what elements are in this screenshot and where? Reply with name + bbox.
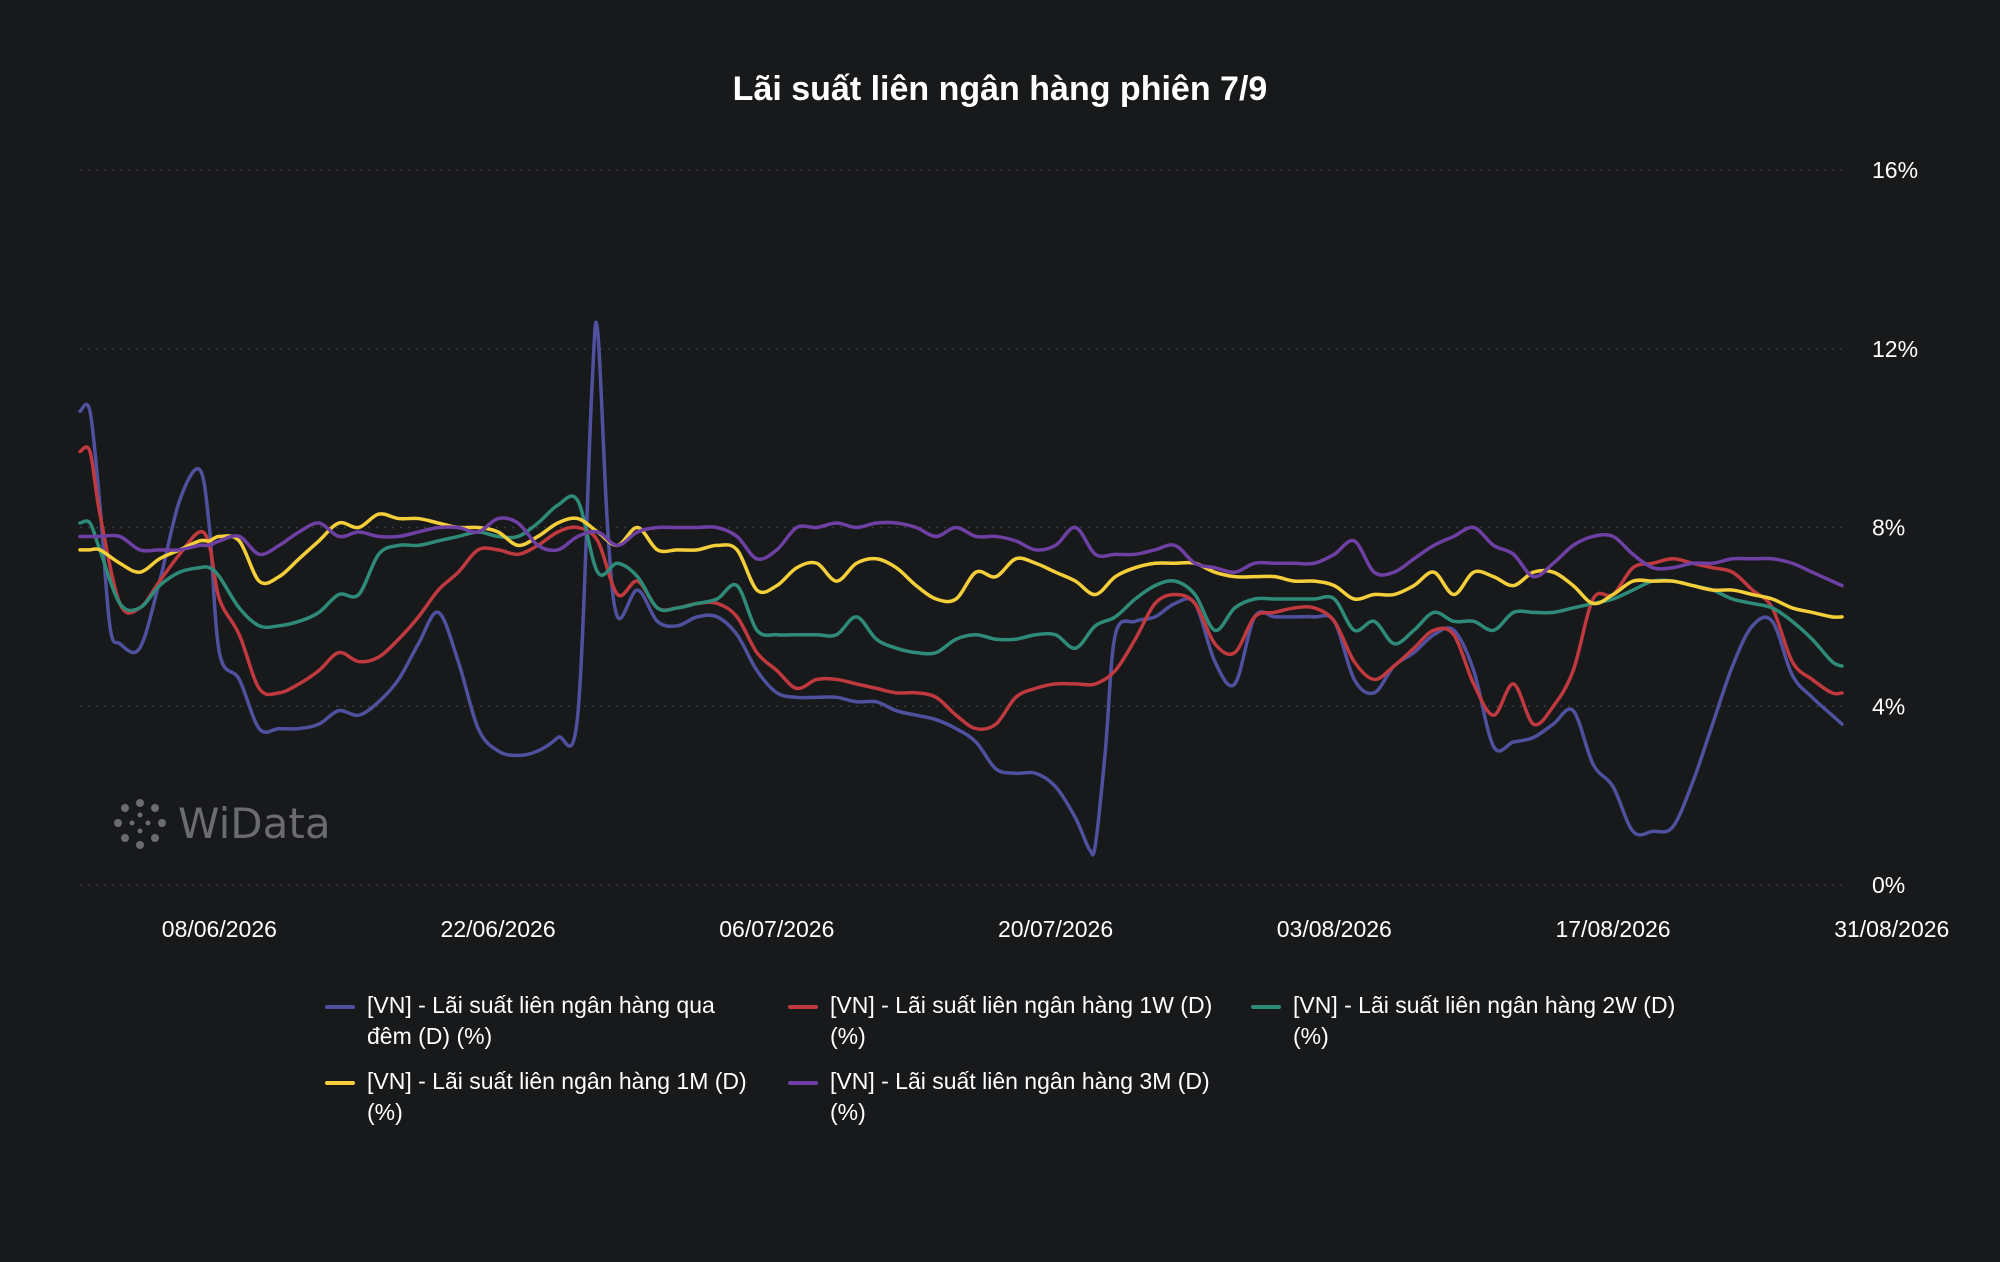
- series-line-3[interactable]: [78, 512, 1844, 619]
- x-tick-label: 22/06/2026: [441, 916, 556, 942]
- chart-title: Lãi suất liên ngân hàng phiên 7/9: [732, 70, 1268, 108]
- legend-label: [VN] - Lãi suất liên ngân hàng 2W (D) (%…: [1293, 992, 1676, 1049]
- y-tick-label: 8%: [1872, 515, 1905, 541]
- x-tick-label: 03/08/2026: [1277, 916, 1392, 942]
- widata-logo-icon: [114, 799, 166, 849]
- x-axis-labels: 08/06/2026 22/06/2026 06/07/2026 20/07/2026…: [162, 916, 1950, 942]
- series-lines: [78, 320, 1844, 857]
- x-tick-label: 31/08/2026: [1834, 916, 1949, 942]
- legend-swatch: [788, 1081, 818, 1085]
- legend-label: [VN] - Lãi suất liên ngân hàng 1W (D) (%…: [830, 992, 1213, 1049]
- widata-logo-text: WiData: [178, 799, 331, 848]
- y-tick-label: 12%: [1872, 336, 1918, 362]
- x-tick-label: 17/08/2026: [1555, 916, 1670, 942]
- widata-logo: WiData: [110, 795, 350, 855]
- y-axis-labels: 0% 4% 8% 12% 16%: [1872, 157, 1918, 898]
- x-tick-label: 20/07/2026: [998, 916, 1113, 942]
- legend-label: [VN] - Lãi suất liên ngân hàng 1M (D) (%…: [367, 1068, 747, 1125]
- legend-swatch: [1251, 1005, 1281, 1009]
- legend-swatch: [788, 1005, 818, 1009]
- series-line-0[interactable]: [78, 320, 1844, 857]
- legend-label: [VN] - Lãi suất liên ngân hàng 3M (D) (%…: [830, 1068, 1210, 1125]
- legend-label: [VN] - Lãi suất liên ngân hàng qua đêm (…: [367, 992, 715, 1049]
- x-tick-label: 06/07/2026: [719, 916, 834, 942]
- y-tick-label: 16%: [1872, 157, 1918, 183]
- y-tick-label: 4%: [1872, 693, 1905, 719]
- series-line-4[interactable]: [78, 516, 1844, 588]
- x-tick-label: 08/06/2026: [162, 916, 277, 942]
- series-line-1[interactable]: [78, 445, 1844, 732]
- legend-swatch: [325, 1005, 355, 1009]
- legend-swatch: [325, 1081, 355, 1085]
- series-line-2[interactable]: [78, 494, 1844, 668]
- y-tick-label: 0%: [1872, 872, 1905, 898]
